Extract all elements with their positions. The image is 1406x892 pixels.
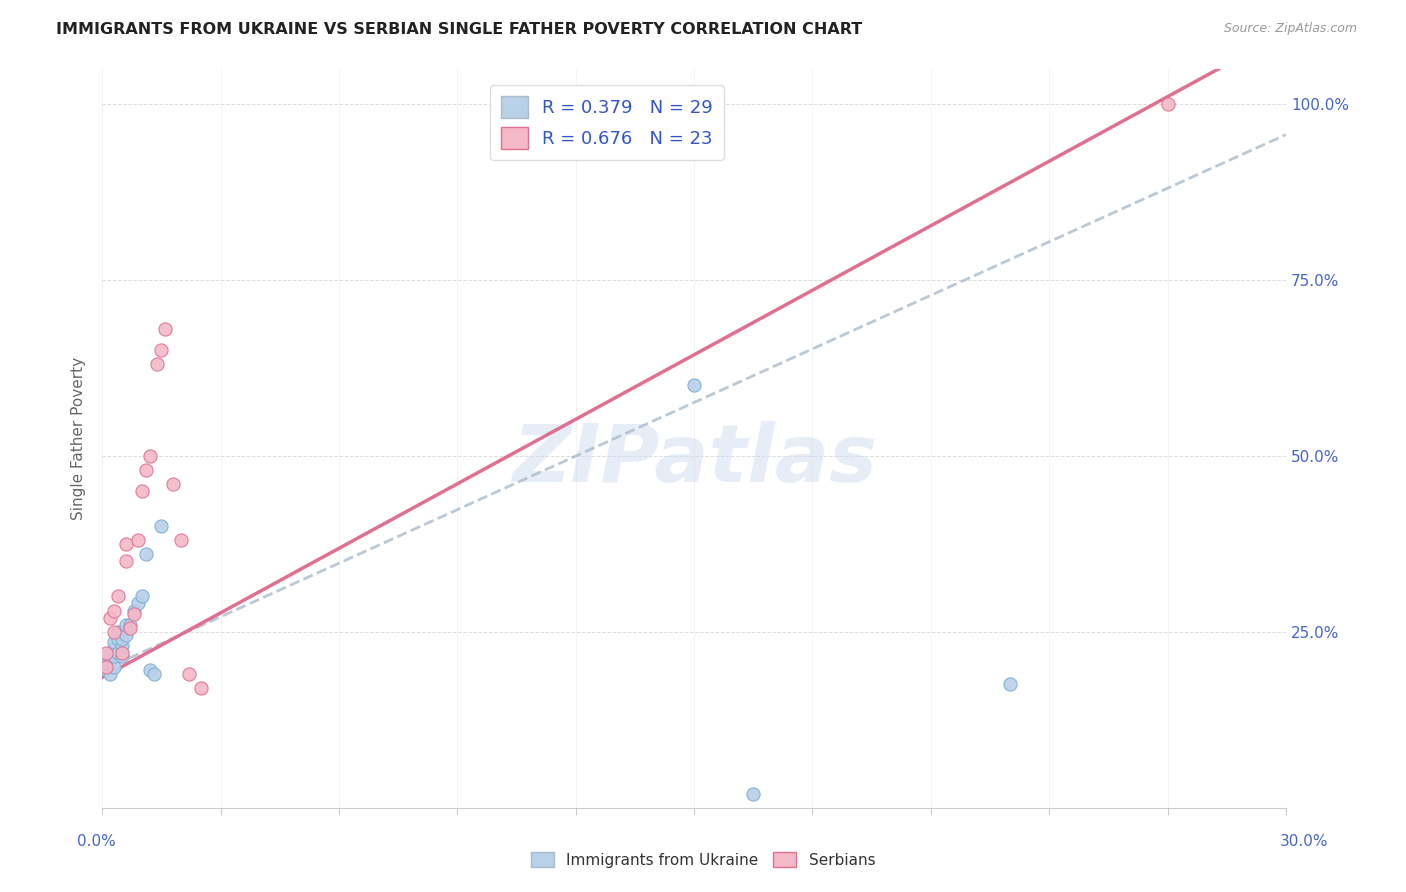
Point [122, 603, 145, 617]
Point [135, 463, 157, 477]
Text: ZIPatlas: ZIPatlas [512, 421, 876, 500]
Point [146, 357, 169, 371]
Y-axis label: Single Father Poverty: Single Father Poverty [72, 357, 86, 520]
Point [96, 657, 118, 671]
Legend: Immigrants from Ukraine, Serbians: Immigrants from Ukraine, Serbians [524, 846, 882, 873]
Point [118, 617, 141, 632]
Point [155, 322, 177, 336]
Point [150, 519, 173, 533]
Point [118, 621, 141, 635]
Point [177, 666, 200, 681]
Point [98, 649, 121, 664]
Point [98, 653, 121, 667]
Point [127, 533, 149, 548]
Point [103, 642, 125, 657]
Text: IMMIGRANTS FROM UKRAINE VS SERBIAN SINGLE FATHER POVERTY CORRELATION CHART: IMMIGRANTS FROM UKRAINE VS SERBIAN SINGL… [56, 22, 862, 37]
Point [111, 646, 134, 660]
Point [135, 547, 157, 561]
Point [122, 607, 145, 621]
Point [111, 639, 134, 653]
Point [131, 483, 153, 498]
Point [190, 681, 212, 695]
Point [103, 603, 125, 617]
Point [742, 787, 765, 801]
Point [96, 646, 118, 660]
Point [103, 635, 125, 649]
Point [127, 597, 149, 611]
Point [131, 590, 153, 604]
Point [115, 536, 138, 550]
Point [115, 554, 138, 568]
Point [96, 660, 118, 674]
Point [138, 449, 160, 463]
Point [142, 666, 165, 681]
Point [107, 590, 129, 604]
Text: 0.0%: 0.0% [77, 834, 117, 848]
Point [103, 649, 125, 664]
Point [170, 533, 193, 548]
Point [98, 646, 121, 660]
Point [98, 610, 121, 624]
Text: 30.0%: 30.0% [1281, 834, 1329, 848]
Point [1156, 96, 1178, 111]
Point [103, 624, 125, 639]
Point [96, 664, 118, 678]
Point [107, 632, 129, 646]
Point [103, 660, 125, 674]
Point [115, 617, 138, 632]
Point [115, 628, 138, 642]
Point [998, 677, 1021, 691]
Point [138, 664, 160, 678]
Point [162, 476, 184, 491]
Point [683, 378, 706, 392]
Point [111, 649, 134, 664]
Point [98, 666, 121, 681]
Point [111, 632, 134, 646]
Legend: R = 0.379   N = 29, R = 0.676   N = 23: R = 0.379 N = 29, R = 0.676 N = 23 [491, 85, 724, 160]
Text: Source: ZipAtlas.com: Source: ZipAtlas.com [1223, 22, 1357, 36]
Point [107, 646, 129, 660]
Point [107, 624, 129, 639]
Point [150, 343, 173, 357]
